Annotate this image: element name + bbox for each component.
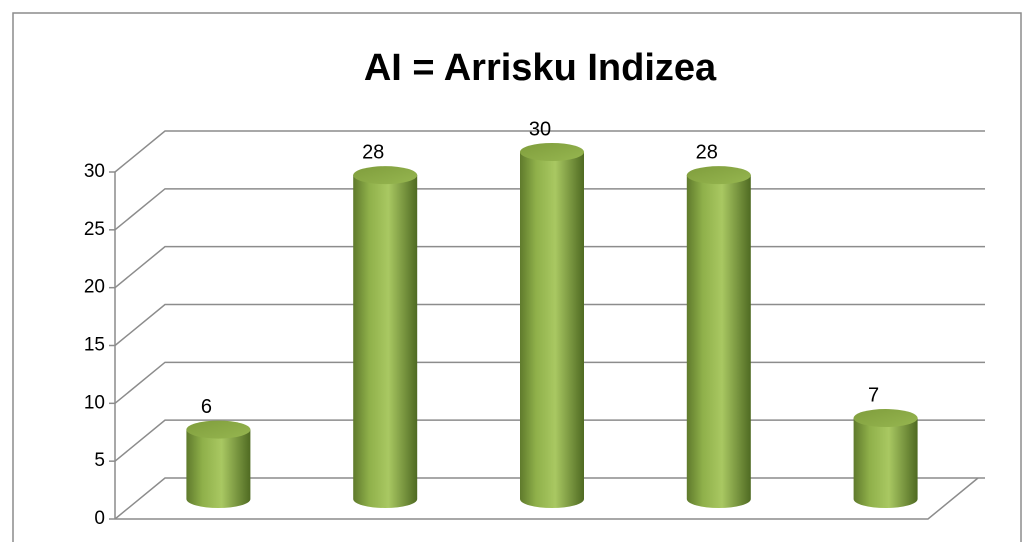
- bar-top: [686, 166, 751, 185]
- chart-title: AI = Arrisku Indizea: [364, 47, 717, 89]
- value-label: 28: [696, 141, 718, 163]
- bar: [686, 166, 751, 509]
- bar-body: [186, 429, 251, 509]
- y-tick-label: 10: [84, 392, 105, 413]
- bars: 6 28 30 28 7: [186, 118, 918, 509]
- bar-body: [853, 418, 918, 509]
- y-tick-label: 25: [84, 219, 105, 240]
- bar-body: [686, 175, 751, 509]
- bar-body: [353, 175, 418, 509]
- bar-top: [853, 409, 918, 428]
- value-label: 7: [868, 384, 879, 406]
- y-tick-label: 20: [84, 277, 105, 298]
- grid-line: [114, 130, 985, 173]
- y-tick-label: 30: [84, 161, 105, 182]
- chart-border: [12, 12, 1022, 542]
- floor: [115, 477, 979, 520]
- bar: [353, 166, 418, 509]
- value-label: 6: [201, 396, 212, 418]
- bar-top: [520, 143, 584, 161]
- bar-top: [353, 166, 418, 185]
- bar: [520, 143, 584, 508]
- bar-body: [520, 152, 584, 508]
- y-tick-label: 15: [84, 335, 105, 356]
- bar: [186, 420, 251, 509]
- grid: 0 5 10 15 20 25 30: [84, 130, 985, 529]
- y-tick-label: 0: [94, 508, 105, 529]
- bar-top: [186, 420, 251, 439]
- value-label: 30: [529, 118, 551, 140]
- value-label: 28: [362, 141, 384, 163]
- bar: [853, 409, 918, 509]
- y-tick-label: 5: [94, 450, 105, 471]
